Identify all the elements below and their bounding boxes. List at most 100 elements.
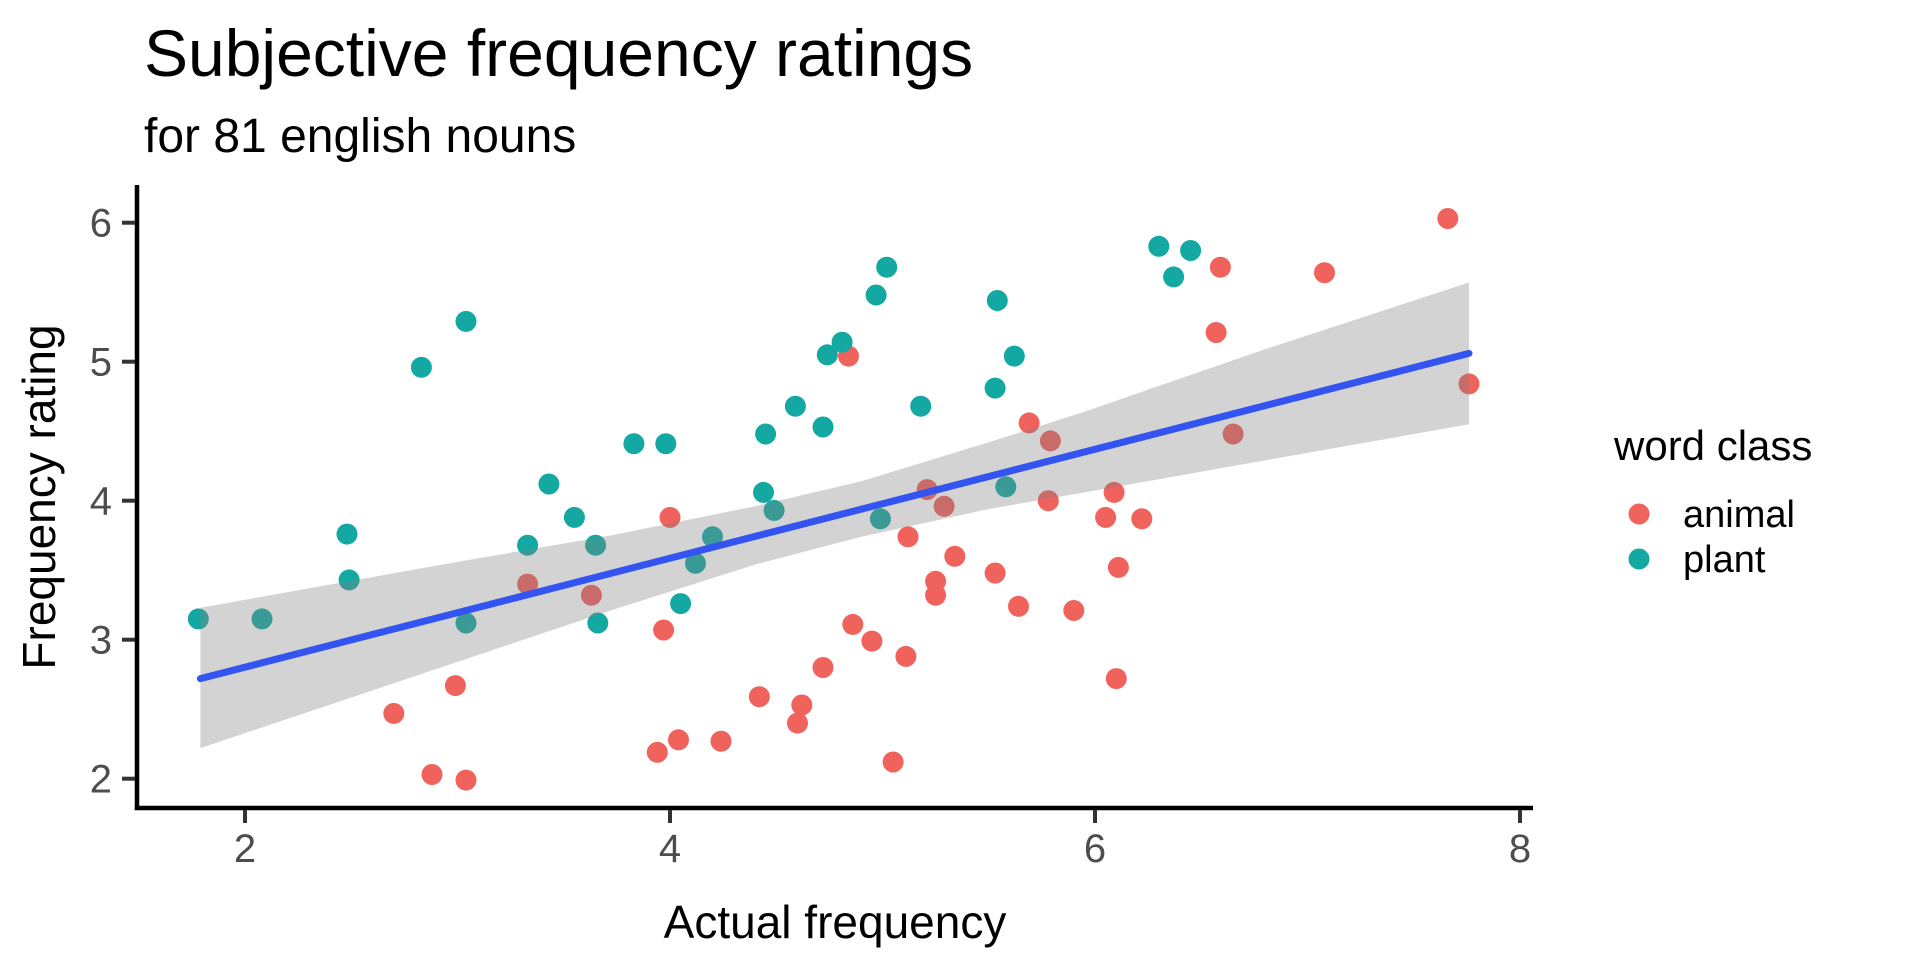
data-point-animal <box>1209 256 1231 278</box>
data-point-animal <box>897 526 919 548</box>
data-point-plant <box>623 433 645 455</box>
x-tick-label: 2 <box>234 827 256 871</box>
data-point-animal <box>710 730 732 752</box>
data-point-animal <box>1131 508 1153 530</box>
data-point-plant <box>563 506 585 528</box>
data-point-animal <box>1063 600 1085 621</box>
data-point-plant <box>455 612 477 634</box>
data-point-animal <box>1103 481 1125 503</box>
data-point-plant <box>865 284 887 306</box>
data-point-animal <box>984 562 1006 584</box>
data-point-animal <box>444 675 466 697</box>
data-point-animal <box>933 495 955 517</box>
data-point-plant <box>670 593 692 615</box>
y-tick-label: 4 <box>90 480 112 524</box>
chart-title: Subjective frequency ratings <box>144 16 973 90</box>
data-point-plant <box>655 433 677 455</box>
data-point-animal <box>1222 423 1244 445</box>
data-point-animal <box>925 584 947 606</box>
trend-line-layer <box>196 349 1473 683</box>
data-point-animal <box>1008 595 1029 617</box>
y-axis-ticks: 2 3 4 5 6 <box>90 202 135 802</box>
data-point-plant <box>755 423 777 445</box>
data-point-animal <box>1314 262 1335 284</box>
data-point-plant <box>986 290 1008 311</box>
data-point-animal <box>383 702 405 724</box>
data-point-animal <box>895 645 917 667</box>
data-point-plant <box>910 395 932 417</box>
data-point-animal <box>517 573 539 595</box>
data-point-animal <box>787 712 808 734</box>
data-points-layer <box>187 208 1480 791</box>
x-axis-title: Actual frequency <box>664 896 1007 948</box>
data-point-plant <box>517 534 539 556</box>
data-point-animal <box>668 729 689 751</box>
data-point-animal <box>1458 373 1480 395</box>
axes-layer <box>134 185 1533 811</box>
legend-entry-plant: plant <box>1628 539 1766 581</box>
y-tick-label: 2 <box>90 758 112 802</box>
data-point-animal <box>861 630 883 652</box>
data-point-animal <box>1018 412 1040 434</box>
data-point-animal <box>1107 556 1129 578</box>
data-point-plant <box>816 344 838 366</box>
data-point-animal <box>653 619 675 641</box>
data-point-plant <box>995 476 1017 498</box>
data-point-animal <box>882 751 904 773</box>
legend-plant-label: plant <box>1683 539 1766 581</box>
chart-subtitle: for 81 english nouns <box>144 110 576 163</box>
legend-animal-label: animal <box>1683 494 1795 536</box>
data-point-plant <box>869 508 891 530</box>
legend: word class animal plant <box>1613 422 1812 581</box>
legend-entry-animal: animal <box>1628 494 1795 536</box>
data-point-plant <box>1003 345 1025 367</box>
data-point-animal <box>1039 430 1061 452</box>
data-point-plant <box>587 612 609 634</box>
data-point-plant <box>187 608 209 630</box>
data-point-animal <box>1037 490 1059 512</box>
x-tick-label: 6 <box>1084 827 1106 871</box>
data-point-animal <box>421 764 443 785</box>
data-point-plant <box>831 331 853 353</box>
data-point-plant <box>455 310 477 332</box>
legend-plant-dot-icon <box>1628 548 1650 570</box>
data-point-plant <box>585 534 607 556</box>
x-tick-label: 8 <box>1509 827 1531 871</box>
data-point-plant <box>251 608 273 630</box>
data-point-plant <box>538 473 560 495</box>
data-point-plant <box>876 256 898 278</box>
data-point-plant <box>1148 235 1170 257</box>
data-point-animal <box>791 694 813 716</box>
data-point-plant <box>685 552 706 574</box>
data-point-animal <box>812 657 834 678</box>
data-point-plant <box>763 499 785 521</box>
data-point-plant <box>753 481 774 503</box>
y-axis-title: Frequency rating <box>13 324 65 669</box>
data-point-plant <box>410 356 432 378</box>
data-point-plant <box>984 377 1006 399</box>
data-point-animal <box>944 545 966 567</box>
data-point-plant <box>784 395 806 417</box>
data-point-plant <box>1163 266 1185 288</box>
data-point-animal <box>455 769 477 791</box>
y-tick-label: 3 <box>90 619 112 663</box>
data-point-animal <box>1205 322 1227 343</box>
data-point-animal <box>1437 208 1459 229</box>
data-point-plant <box>702 526 723 548</box>
trend-line <box>196 349 1473 683</box>
data-point-plant <box>812 416 834 438</box>
y-tick-label: 6 <box>90 202 112 246</box>
y-tick-label: 5 <box>90 341 112 385</box>
data-point-animal <box>646 741 668 763</box>
x-tick-label: 4 <box>659 827 681 871</box>
data-point-plant <box>338 569 360 591</box>
data-point-animal <box>659 506 681 528</box>
legend-animal-dot-icon <box>1628 503 1650 525</box>
x-axis-ticks: 2 4 6 8 <box>234 810 1531 871</box>
data-point-animal <box>1095 506 1117 528</box>
legend-title: word class <box>1613 422 1812 469</box>
data-point-animal <box>580 584 602 606</box>
data-point-animal <box>748 686 770 708</box>
data-point-animal <box>842 613 864 635</box>
